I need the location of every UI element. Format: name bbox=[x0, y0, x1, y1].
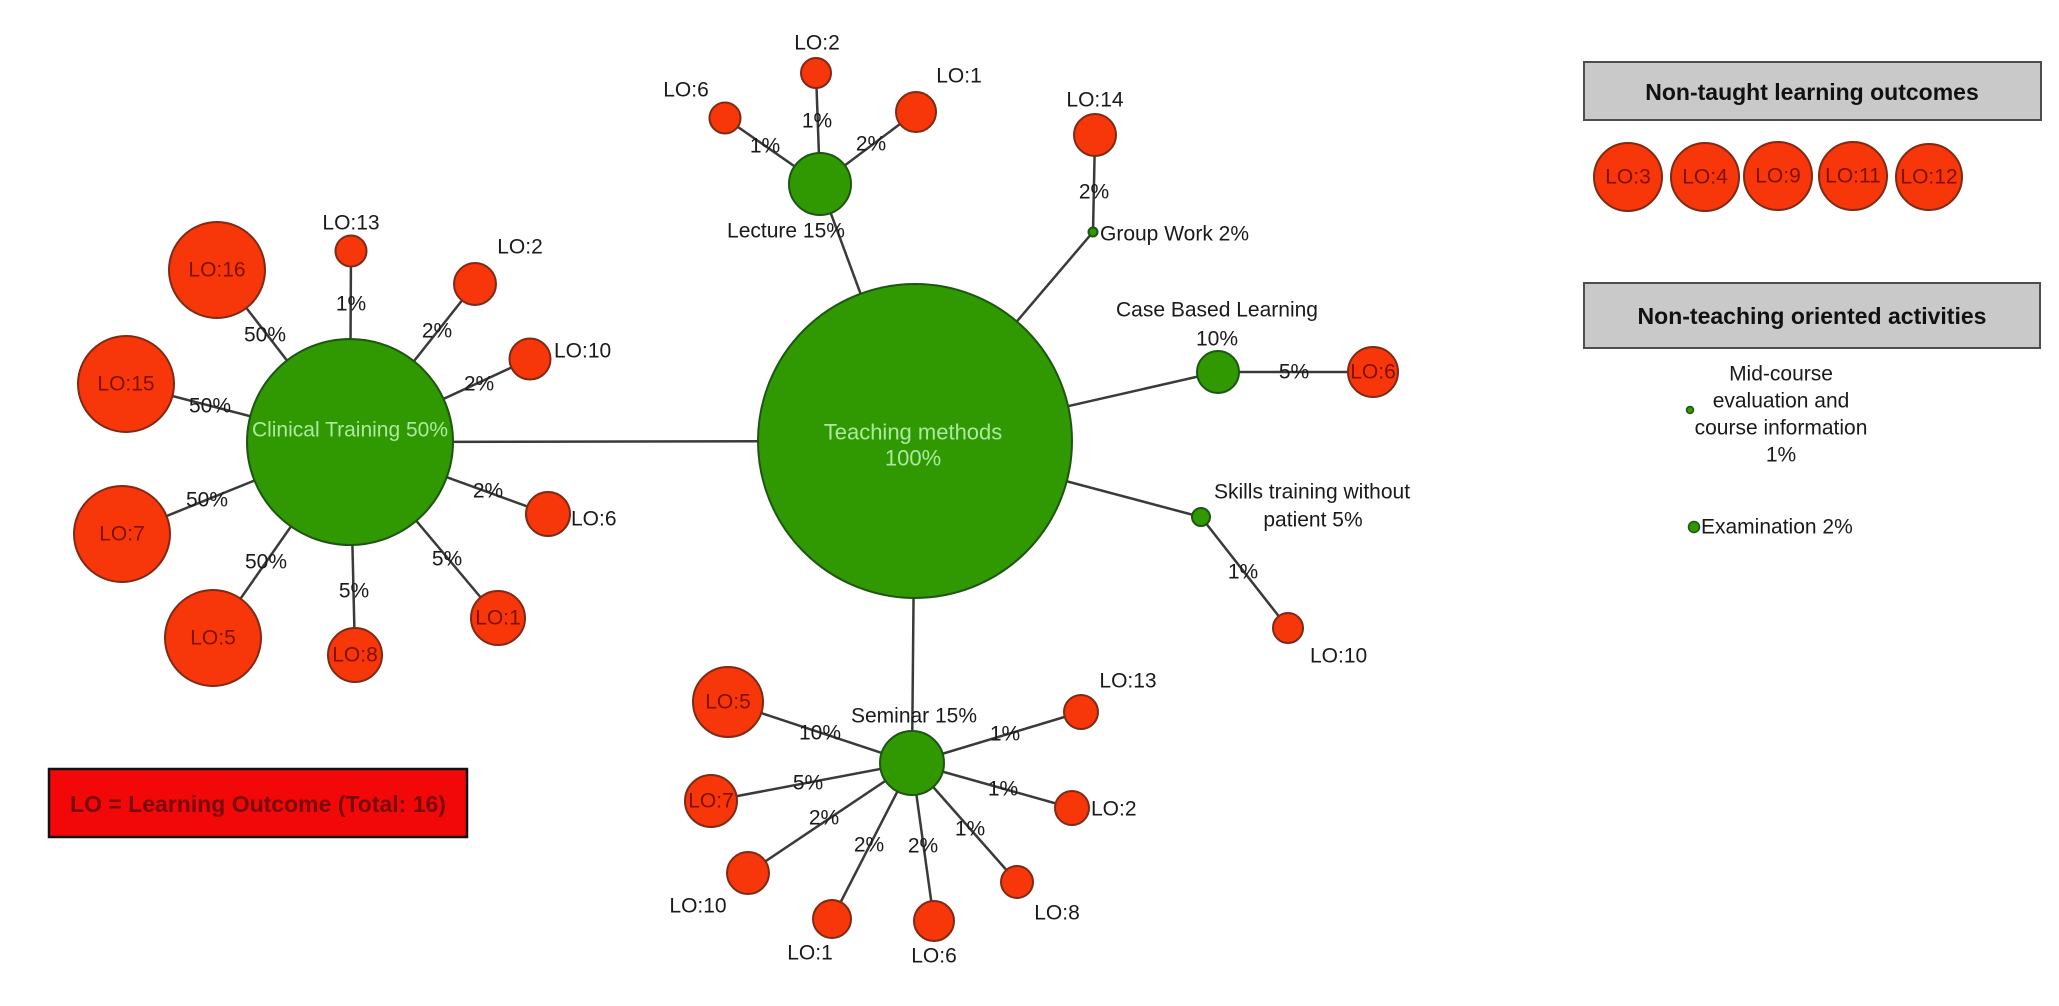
svg-text:5%: 5% bbox=[339, 580, 369, 603]
svg-text:LO:12: LO:12 bbox=[1900, 166, 1957, 189]
svg-text:LO:3: LO:3 bbox=[1605, 166, 1651, 189]
svg-text:LO:8: LO:8 bbox=[332, 644, 378, 667]
svg-text:Skills training without: Skills training without bbox=[1214, 481, 1410, 504]
svg-text:LO:1: LO:1 bbox=[475, 607, 521, 630]
svg-text:LO:1: LO:1 bbox=[787, 942, 833, 965]
svg-text:50%: 50% bbox=[189, 395, 231, 418]
svg-text:10%: 10% bbox=[799, 722, 841, 745]
svg-text:2%: 2% bbox=[856, 133, 886, 156]
svg-text:1%: 1% bbox=[1228, 561, 1258, 584]
svg-text:LO:14: LO:14 bbox=[1066, 89, 1124, 112]
svg-text:5%: 5% bbox=[793, 772, 823, 795]
svg-text:2%: 2% bbox=[1079, 181, 1109, 204]
svg-text:1%: 1% bbox=[1766, 444, 1796, 467]
svg-text:100%: 100% bbox=[885, 446, 941, 471]
svg-text:1%: 1% bbox=[802, 110, 832, 133]
svg-text:LO:11: LO:11 bbox=[1825, 165, 1881, 188]
svg-text:50%: 50% bbox=[244, 324, 286, 347]
svg-text:LO:6: LO:6 bbox=[663, 79, 709, 102]
svg-text:LO:5: LO:5 bbox=[190, 627, 236, 650]
svg-text:2%: 2% bbox=[422, 320, 452, 343]
svg-text:1%: 1% bbox=[988, 778, 1018, 801]
svg-text:1%: 1% bbox=[750, 135, 780, 158]
svg-text:Teaching methods: Teaching methods bbox=[824, 420, 1003, 445]
svg-text:Lecture 15%: Lecture 15% bbox=[727, 220, 845, 243]
svg-text:LO:10: LO:10 bbox=[554, 340, 611, 363]
svg-text:Non-teaching oriented activiti: Non-teaching oriented activities bbox=[1638, 303, 1987, 329]
svg-text:course information: course information bbox=[1695, 417, 1868, 440]
svg-text:LO:2: LO:2 bbox=[497, 236, 543, 259]
svg-text:Group Work 2%: Group Work 2% bbox=[1100, 223, 1249, 246]
svg-text:2%: 2% bbox=[464, 373, 494, 396]
svg-text:50%: 50% bbox=[245, 551, 287, 574]
svg-text:1%: 1% bbox=[336, 293, 366, 316]
svg-text:LO:13: LO:13 bbox=[322, 212, 379, 235]
svg-text:2%: 2% bbox=[809, 807, 839, 830]
svg-text:LO:6: LO:6 bbox=[1350, 361, 1396, 384]
svg-text:LO:10: LO:10 bbox=[1310, 645, 1367, 668]
svg-text:LO:7: LO:7 bbox=[688, 790, 734, 813]
svg-text:10%: 10% bbox=[1196, 328, 1238, 351]
svg-text:2%: 2% bbox=[854, 834, 884, 857]
svg-text:5%: 5% bbox=[432, 548, 462, 571]
svg-text:1%: 1% bbox=[990, 723, 1020, 746]
svg-text:LO:4: LO:4 bbox=[1682, 166, 1728, 189]
svg-text:Non-taught learning outcomes: Non-taught learning outcomes bbox=[1645, 79, 1979, 105]
svg-text:LO = Learning Outcome (Total:: LO = Learning Outcome (Total: 16) bbox=[70, 791, 446, 817]
svg-text:LO:10: LO:10 bbox=[669, 895, 726, 918]
svg-text:50%: 50% bbox=[186, 489, 228, 512]
svg-text:LO:2: LO:2 bbox=[794, 32, 840, 55]
svg-text:LO:16: LO:16 bbox=[188, 259, 245, 282]
svg-text:Examination 2%: Examination 2% bbox=[1701, 516, 1853, 539]
svg-text:LO:8: LO:8 bbox=[1034, 902, 1080, 925]
svg-text:LO:1: LO:1 bbox=[936, 65, 982, 88]
svg-text:evaluation and: evaluation and bbox=[1713, 390, 1850, 413]
svg-text:LO:13: LO:13 bbox=[1099, 670, 1156, 693]
svg-text:Seminar 15%: Seminar 15% bbox=[851, 705, 977, 728]
svg-text:1%: 1% bbox=[955, 818, 985, 841]
svg-text:2%: 2% bbox=[908, 835, 938, 858]
svg-text:LO:15: LO:15 bbox=[97, 373, 154, 396]
svg-text:LO:6: LO:6 bbox=[911, 945, 957, 968]
svg-text:Clinical Training 50%: Clinical Training 50% bbox=[252, 419, 448, 442]
svg-text:Case Based Learning: Case Based Learning bbox=[1116, 299, 1318, 322]
svg-text:LO:2: LO:2 bbox=[1091, 798, 1137, 821]
svg-text:5%: 5% bbox=[1279, 361, 1309, 384]
svg-text:LO:9: LO:9 bbox=[1755, 165, 1801, 188]
svg-text:LO:5: LO:5 bbox=[705, 691, 751, 714]
svg-text:LO:7: LO:7 bbox=[99, 523, 145, 546]
svg-text:2%: 2% bbox=[473, 480, 503, 503]
svg-text:LO:6: LO:6 bbox=[571, 508, 617, 531]
svg-text:Mid-course: Mid-course bbox=[1729, 363, 1833, 386]
svg-text:patient 5%: patient 5% bbox=[1263, 509, 1362, 532]
